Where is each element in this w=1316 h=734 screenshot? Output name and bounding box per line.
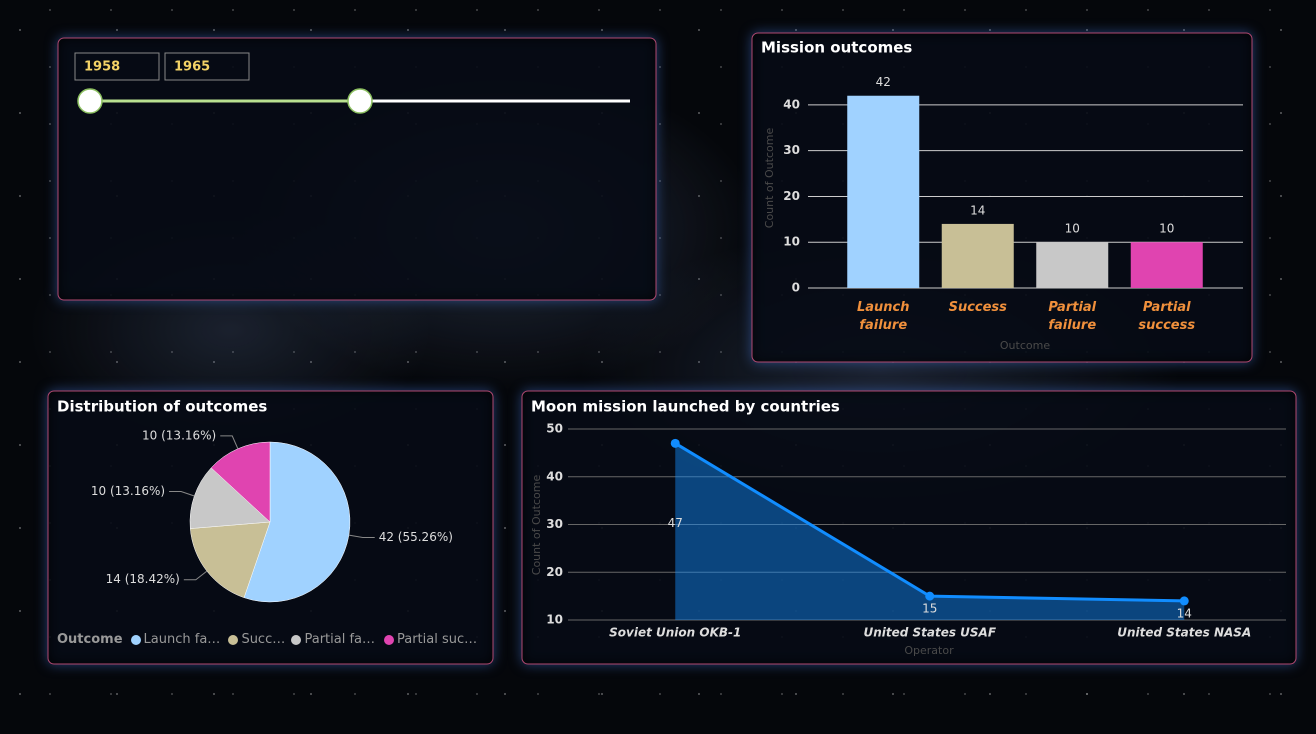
start-value[interactable]: 1958 [84,60,120,75]
legend-swatch [130,634,141,645]
data-label: 10 [1159,222,1174,236]
legend-item: Launch failure [130,632,223,647]
leader-line [220,435,239,449]
x-tick-label: Soviet Union OKB-1 [609,626,741,640]
data-label: 42 (55.26%) [379,530,453,544]
x-tick-label: Success [948,300,1007,315]
data-label: 14 (18.42%) [106,572,180,586]
x-tick-label: Partial success [1138,300,1196,333]
leader-line [169,490,195,497]
x-tick-label-box: Success [933,299,1023,317]
y-tick-label: 30 [783,143,800,157]
legend-box: Outcome Launch failure Success Partial fail… [57,632,485,647]
data-label: 10 (13.16%) [91,484,165,498]
leader-line [183,570,208,581]
point [925,591,935,601]
y-tick-label: 10 [546,613,563,627]
x-tick-label: Launch failure [838,299,928,335]
y-axis-title: Count of Outcome [530,475,543,576]
bar [941,223,1014,288]
pie-slice [210,441,271,523]
y-tick-label: 40 [783,97,800,111]
start-box[interactable] [74,52,160,81]
data-label: 14 [1177,606,1192,620]
y-tick-label: 40 [546,469,563,483]
legend-label: Launch failure [143,632,223,647]
x-tick-label: United States NASA [1117,626,1251,640]
data-label: 10 (13.16%) [142,428,216,442]
y-tick-label: 20 [783,189,800,203]
data-label: 14 [970,203,985,217]
y-axis-title: Count of Outcome [763,128,776,229]
legend-swatch [228,634,239,645]
slider-handle[interactable] [77,88,103,114]
x-axis-title: Outcome [1000,339,1050,352]
slicer-panel [57,37,657,301]
legend-swatch [383,634,394,645]
legend-label: Partial success [396,632,479,647]
end-box[interactable] [164,52,250,81]
x-tick-label: Launch failure [856,300,910,333]
x-tick-label: Partial failure [1027,299,1117,335]
end-value[interactable]: 1965 [174,60,210,75]
bar [1130,242,1203,288]
y-tick-label: 20 [546,565,563,579]
legend-swatch [291,634,302,645]
slider-handle[interactable] [347,88,373,114]
chart-title: Distribution of outcomes [57,398,267,416]
chart-title: Moon mission launched by countries [531,398,840,416]
y-tick-label: 10 [783,235,800,249]
y-tick-label: 0 [792,281,800,295]
data-label: 47 [668,516,683,530]
data-label: 10 [1065,222,1080,236]
x-tick-label-box: Partial failure [1027,299,1117,335]
leader-line [348,534,375,538]
bar [1036,242,1109,288]
bar [847,95,920,288]
pie-slice [189,467,271,529]
area [675,443,1185,620]
chart-title: Mission outcomes [761,39,912,57]
y-tick-label: 50 [546,422,563,436]
x-tick-label-box: Launch failure [838,299,928,335]
data-label: 15 [922,602,937,616]
line-panel [521,390,1297,665]
x-tick-label: United States USAF [863,626,996,640]
data-label: 42 [876,75,891,89]
x-tick-label: Partial failure [1048,300,1097,333]
x-tick-label-box: Partial success [1122,299,1212,335]
y-tick-label: 30 [546,517,563,531]
point [670,438,680,448]
legend: Outcome Launch failure Success Partial fail… [57,632,485,647]
x-axis-title: Operator [904,644,954,657]
legend-item: Success [228,632,285,647]
x-tick-label: Partial success [1122,299,1212,335]
point [1179,596,1189,606]
legend-label: Partial failure [304,632,378,647]
legend-item: Partial success [383,632,479,647]
legend-title: Outcome [57,632,123,647]
pie-slice [190,521,271,598]
legend-label: Success [241,632,285,647]
legend-item: Partial failure [291,632,378,647]
x-tick-label: Success [933,299,1023,317]
